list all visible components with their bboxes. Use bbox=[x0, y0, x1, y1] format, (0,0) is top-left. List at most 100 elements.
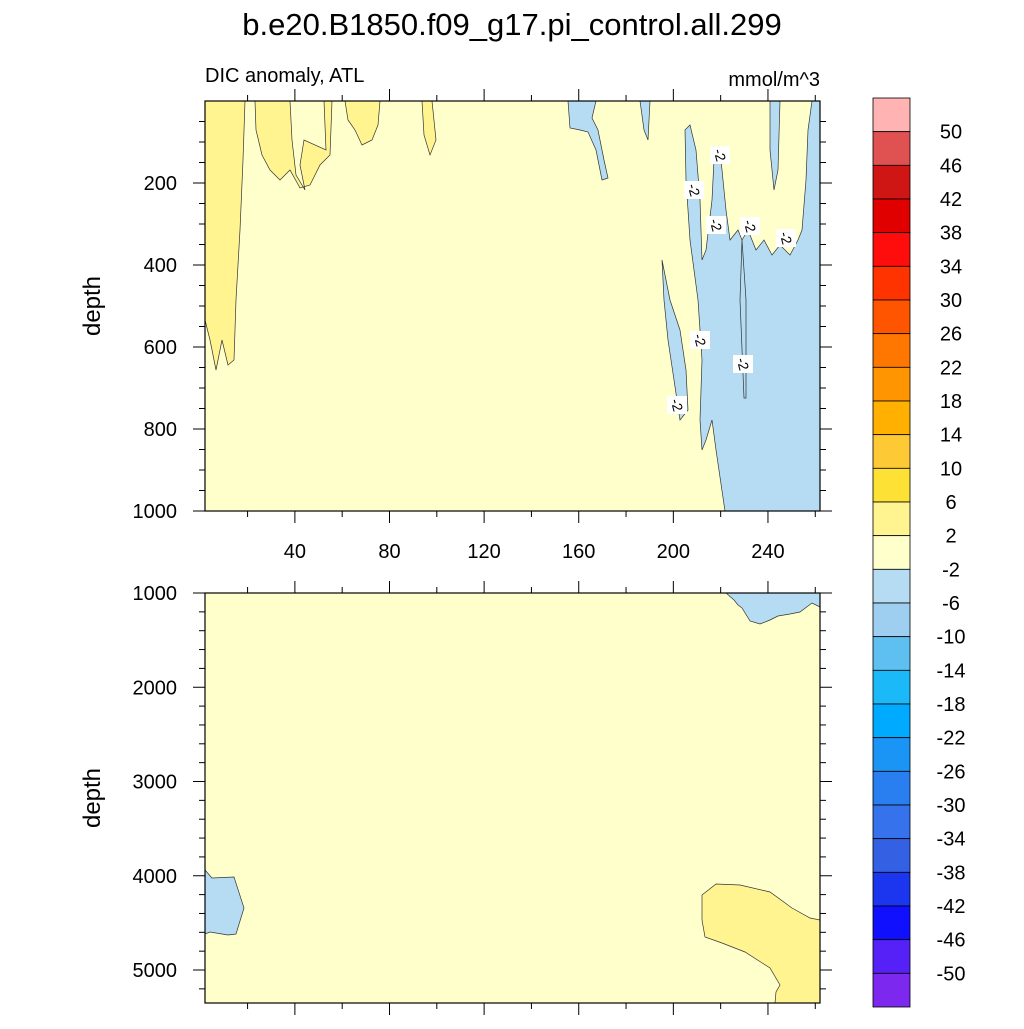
colorbar-swatch bbox=[872, 535, 911, 570]
upper-contour-labels: -2 -2 -2 -2 -2 -2 -2 -2 bbox=[667, 146, 796, 414]
colorbar-swatch bbox=[872, 434, 911, 469]
lower-y-tick-label: 3000 bbox=[133, 772, 178, 794]
chart-title: b.e20.B1850.f09_g17.pi_control.all.299 bbox=[242, 7, 782, 42]
upper-positive-region-left bbox=[204, 100, 246, 371]
upper-y-tick-label: 400 bbox=[144, 255, 177, 277]
colorbar-swatch bbox=[872, 770, 911, 806]
lower-ticks bbox=[193, 581, 832, 1015]
contour-label: -2 bbox=[685, 182, 704, 198]
upper-y-tick-label: 1000 bbox=[133, 501, 178, 523]
lower-y-axis-label: depth bbox=[79, 768, 106, 828]
colorbar-label: 18 bbox=[940, 391, 962, 413]
contour-label-box bbox=[667, 396, 687, 414]
colorbar-label: 14 bbox=[940, 425, 962, 447]
contour-label: -2 bbox=[777, 230, 796, 246]
colorbar-label: -10 bbox=[937, 627, 966, 649]
contour-label-box bbox=[684, 181, 704, 199]
colorbar-label: 26 bbox=[940, 324, 962, 346]
lower-y-tick-label: 5000 bbox=[133, 960, 178, 982]
colorbar-swatch bbox=[872, 299, 911, 335]
colorbar-swatch bbox=[872, 265, 911, 301]
colorbar-swatch bbox=[872, 602, 911, 638]
contour-label: -2 bbox=[691, 332, 710, 348]
colorbar-label: 2 bbox=[945, 526, 956, 548]
colorbar-label: -34 bbox=[937, 829, 966, 851]
upper-y-axis-label: depth bbox=[79, 276, 106, 336]
colorbar: 50 46 42 38 34 30 26 22 18 14 10 6 2 -2 -6 -10 -14 -18 -22… bbox=[872, 97, 966, 1008]
contour-label-box bbox=[733, 355, 753, 373]
upper-x-tick-label: 120 bbox=[467, 541, 500, 563]
contour-label: -2 bbox=[707, 217, 726, 233]
upper-positive-patch-1 bbox=[254, 100, 333, 191]
right-subtitle: mmol/m^3 bbox=[728, 69, 820, 91]
lower-panel: 1000 2000 3000 4000 5000 depth bbox=[79, 581, 832, 1015]
contour-label-box bbox=[740, 217, 760, 235]
colorbar-swatch bbox=[872, 97, 911, 133]
upper-x-tick-label: 80 bbox=[378, 541, 400, 563]
lower-negative-region-right bbox=[725, 592, 821, 625]
colorbar-swatch bbox=[872, 939, 911, 974]
colorbar-swatch bbox=[872, 131, 911, 166]
colorbar-swatch bbox=[872, 703, 911, 739]
upper-x-tick-label: 240 bbox=[751, 541, 784, 563]
upper-x-tick-label: 160 bbox=[562, 541, 595, 563]
upper-positive-patch-2 bbox=[344, 100, 381, 146]
contour-label-box bbox=[776, 229, 796, 247]
colorbar-swatch bbox=[872, 164, 911, 200]
colorbar-label: 34 bbox=[940, 256, 962, 278]
colorbar-swatch bbox=[872, 400, 911, 436]
contour-label-box bbox=[690, 331, 710, 349]
colorbar-label: 10 bbox=[940, 458, 962, 480]
lower-tick-labels: 1000 2000 3000 4000 5000 bbox=[133, 583, 178, 982]
lower-y-tick-label: 1000 bbox=[133, 583, 178, 605]
upper-negative-surface-1 bbox=[567, 100, 609, 181]
colorbar-label: -38 bbox=[937, 862, 966, 884]
colorbar-swatch bbox=[872, 972, 911, 1008]
colorbar-swatch bbox=[872, 568, 911, 604]
colorbar-label: -2 bbox=[942, 559, 960, 581]
upper-y-tick-label: 800 bbox=[144, 419, 177, 441]
colorbar-label: 6 bbox=[945, 492, 956, 514]
lower-panel-frame bbox=[204, 592, 821, 1004]
colorbar-label: 46 bbox=[940, 155, 962, 177]
colorbar-label: 50 bbox=[940, 122, 962, 144]
colorbar-swatch bbox=[872, 366, 911, 402]
colorbar-label: 42 bbox=[940, 189, 962, 211]
upper-tick-labels: 40 80 120 160 200 240 200 400 600 800 1000 bbox=[133, 173, 785, 563]
colorbar-swatch bbox=[872, 905, 911, 941]
upper-x-tick-label: 40 bbox=[284, 541, 306, 563]
colorbar-label: -26 bbox=[937, 761, 966, 783]
upper-ticks bbox=[193, 89, 832, 523]
colorbar-label: -6 bbox=[942, 593, 960, 615]
colorbar-label: 22 bbox=[940, 357, 962, 379]
colorbar-swatch bbox=[872, 804, 911, 840]
upper-y-tick-label: 600 bbox=[144, 337, 177, 359]
colorbar-label: 30 bbox=[940, 290, 962, 312]
upper-y-tick-label: 200 bbox=[144, 173, 177, 195]
lower-y-tick-label: 4000 bbox=[133, 866, 178, 888]
contour-label: -2 bbox=[734, 356, 753, 372]
colorbar-label: -42 bbox=[937, 896, 966, 918]
upper-negative-tail bbox=[661, 259, 689, 421]
colorbar-swatch bbox=[872, 669, 911, 705]
colorbar-swatch bbox=[872, 467, 911, 503]
lower-negative-region-left bbox=[204, 869, 245, 936]
contour-label-box bbox=[710, 146, 730, 164]
colorbar-label: -50 bbox=[937, 963, 966, 985]
colorbar-swatch bbox=[872, 737, 911, 772]
upper-negative-region-right bbox=[684, 100, 821, 512]
colorbar-label: -18 bbox=[937, 694, 966, 716]
colorbar-label: -22 bbox=[937, 728, 966, 750]
colorbar-swatch bbox=[872, 871, 911, 907]
colorbar-label: -46 bbox=[937, 930, 966, 952]
upper-x-tick-label: 200 bbox=[657, 541, 690, 563]
colorbar-label: -14 bbox=[937, 660, 966, 682]
contour-label-box bbox=[706, 216, 726, 234]
contour-label: -2 bbox=[668, 397, 687, 413]
contour-label: -2 bbox=[741, 218, 760, 234]
colorbar-swatch bbox=[872, 838, 911, 873]
colorbar-swatch bbox=[872, 333, 911, 368]
